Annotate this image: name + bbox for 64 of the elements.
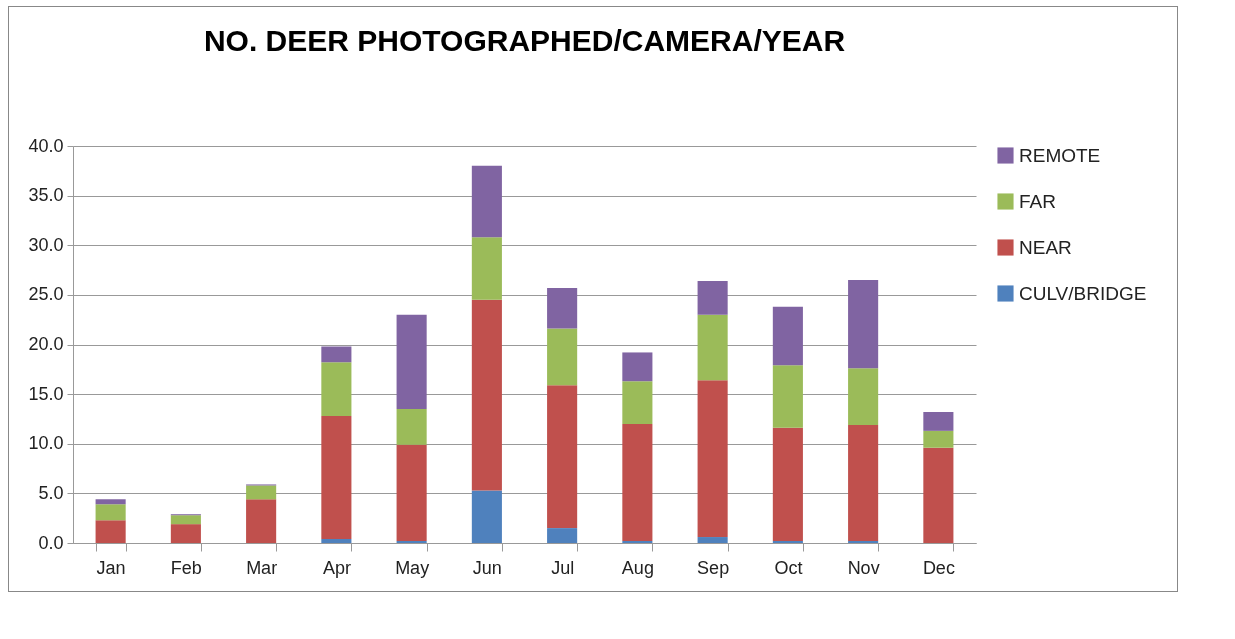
y-tick-label: 10.0 [28, 433, 64, 454]
bar [697, 314, 728, 381]
bar [396, 314, 427, 410]
bar [848, 424, 879, 542]
bar [471, 490, 502, 543]
bar [547, 385, 578, 529]
bar [622, 381, 653, 424]
bar [321, 539, 352, 543]
x-tick-label: Aug [621, 557, 654, 578]
bar [622, 352, 653, 382]
bar [321, 362, 352, 416]
x-tick-label: Oct [774, 557, 803, 578]
bar [772, 365, 803, 428]
bar [471, 237, 502, 300]
legend-label: FAR [1019, 190, 1056, 212]
bar [697, 380, 728, 538]
y-tick-label: 5.0 [38, 482, 64, 503]
legend-label: REMOTE [1019, 144, 1101, 166]
y-tick-label: 15.0 [28, 383, 64, 404]
bar [471, 165, 502, 238]
bar [547, 287, 578, 329]
bar [246, 485, 277, 500]
bar [396, 409, 427, 445]
bar [170, 524, 201, 543]
bar [622, 423, 653, 542]
bar [848, 368, 879, 425]
y-tick-label: 30.0 [28, 234, 64, 255]
bar [321, 415, 352, 540]
chart-title: NO. DEER PHOTOGRAPHED/CAMERA/YEAR [203, 24, 846, 57]
bar [547, 328, 578, 386]
bar [848, 279, 879, 369]
x-tick-label: May [395, 557, 430, 578]
x-tick-label: Jan [96, 557, 126, 578]
y-tick-label: 0.0 [38, 532, 64, 553]
legend-label: CULV/BRIDGE [1019, 282, 1147, 304]
legend-label: NEAR [1019, 236, 1072, 258]
x-tick-label: Feb [170, 557, 202, 578]
x-tick-label: Mar [246, 557, 278, 578]
x-tick-label: Jun [472, 557, 502, 578]
y-tick-label: 35.0 [28, 185, 64, 206]
bar [547, 528, 578, 543]
bar [321, 346, 352, 363]
bar [923, 411, 954, 431]
bar [95, 499, 126, 505]
bar [95, 520, 126, 543]
bar [923, 430, 954, 448]
bar [772, 427, 803, 542]
bar [697, 280, 728, 315]
bar [95, 504, 126, 521]
bar [396, 444, 427, 542]
bar [923, 447, 954, 543]
bar [697, 537, 728, 543]
x-tick-label: Dec [922, 557, 955, 578]
x-tick-label: Sep [697, 557, 730, 578]
bar [772, 306, 803, 366]
x-tick-label: Apr [322, 557, 351, 578]
y-tick-label: 20.0 [28, 334, 64, 354]
y-tick-label: 25.0 [28, 284, 64, 305]
bar [471, 299, 502, 491]
y-tick-label: 40.0 [28, 135, 64, 156]
x-tick-label: Nov [847, 557, 880, 578]
bar [170, 515, 201, 525]
bar [246, 499, 277, 543]
x-tick-label: Jul [551, 557, 575, 578]
